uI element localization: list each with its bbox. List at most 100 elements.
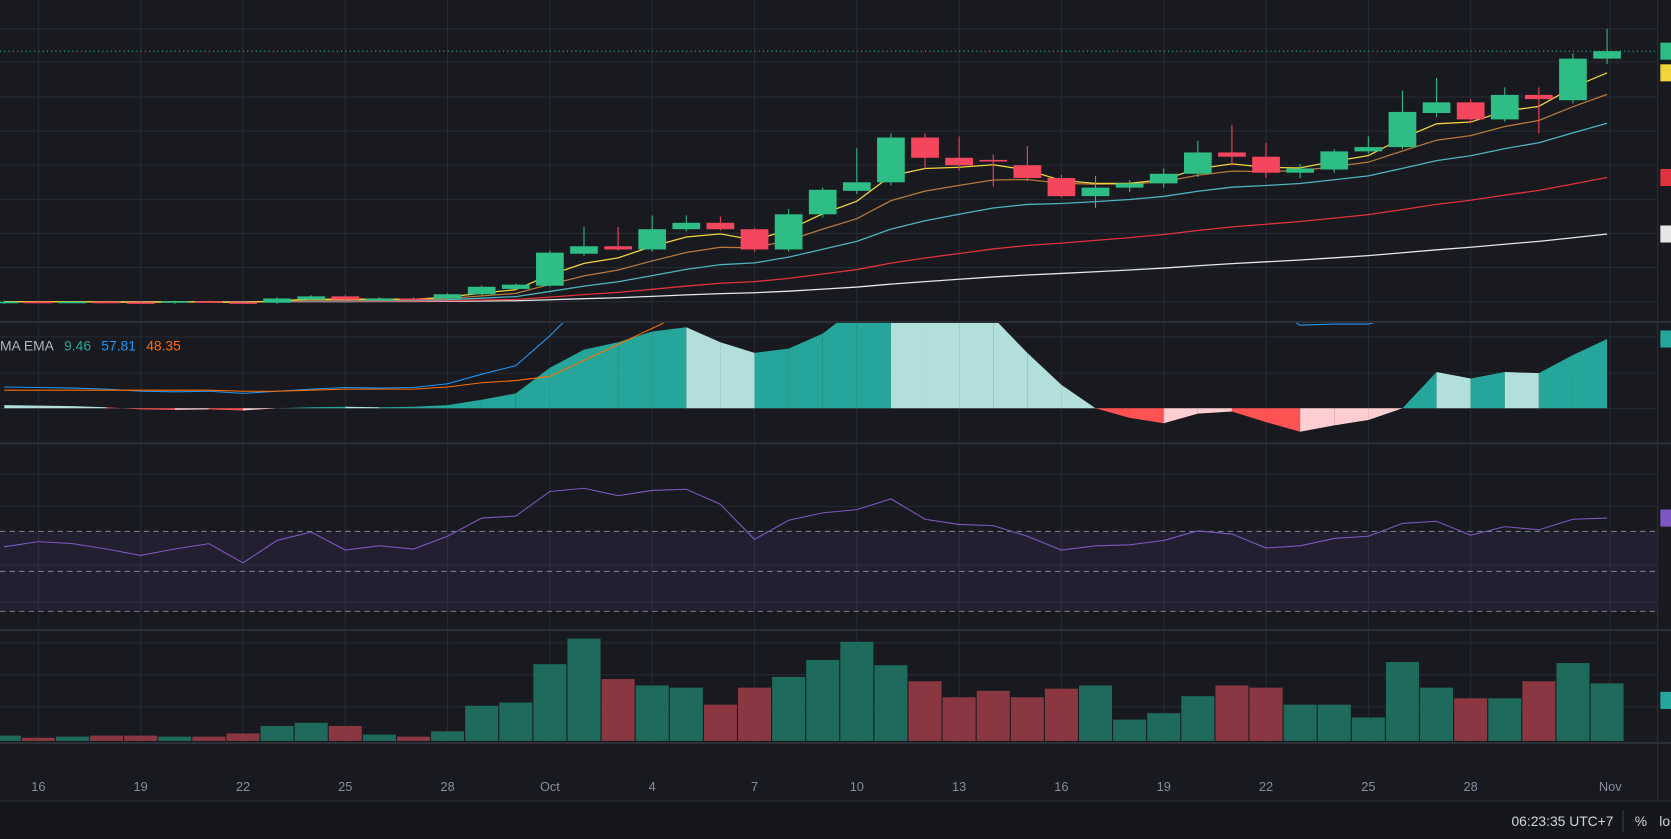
volume-bar[interactable] [635, 685, 669, 741]
volume-bar[interactable] [669, 687, 703, 741]
candle-up[interactable] [58, 301, 87, 304]
candle-up[interactable] [501, 284, 530, 289]
candle-down[interactable] [979, 159, 1008, 162]
volume-bar[interactable] [1044, 688, 1078, 741]
volume-bar[interactable] [806, 659, 840, 741]
candle-down[interactable] [229, 302, 257, 304]
candle-down[interactable] [92, 301, 121, 304]
volume-bar[interactable] [1556, 663, 1590, 741]
candle-up[interactable] [263, 298, 291, 303]
candle-down[interactable] [399, 298, 428, 301]
percent-toggle[interactable]: % [1635, 813, 1647, 829]
volume-bar[interactable] [1249, 687, 1283, 741]
candle-up[interactable] [0, 301, 19, 304]
candle-up[interactable] [774, 214, 803, 250]
volume-bar[interactable] [1147, 713, 1181, 741]
candle-down[interactable] [331, 296, 360, 300]
candle-down[interactable] [1525, 94, 1553, 100]
candle-up[interactable] [297, 296, 326, 300]
volume-bar[interactable] [942, 697, 976, 741]
volume-bar[interactable] [431, 731, 465, 741]
volume-bar[interactable] [1317, 704, 1351, 741]
volume-bar[interactable] [1215, 685, 1249, 741]
volume-bar[interactable] [1454, 698, 1488, 741]
candle-up[interactable] [1115, 183, 1144, 188]
candle-down[interactable] [126, 302, 155, 304]
volume-bar[interactable] [396, 736, 431, 741]
candle-up[interactable] [536, 252, 564, 286]
volume-bar[interactable] [1181, 696, 1215, 741]
candle-up[interactable] [365, 298, 394, 301]
candle-up[interactable] [808, 189, 837, 215]
candle-up[interactable] [877, 137, 905, 183]
candle-down[interactable] [911, 137, 939, 158]
volume-bar[interactable] [976, 690, 1010, 741]
rsi-pane[interactable] [0, 487, 1658, 612]
candle-up[interactable] [672, 222, 701, 230]
volume-bar[interactable] [1420, 687, 1454, 741]
time-axis[interactable]: 16 19 22 25 28 Oct 4 7 10 13 16 19 22 25 28 Nov [31, 779, 1622, 794]
candle-down[interactable] [1252, 156, 1280, 173]
right-price-axis[interactable] [1660, 42, 1671, 709]
volume-bar[interactable] [1283, 704, 1317, 741]
candle-up[interactable] [1490, 94, 1519, 120]
volume-bar[interactable] [908, 681, 942, 741]
volume-bar[interactable] [260, 725, 294, 741]
candle-up[interactable] [160, 301, 189, 303]
volume-bar[interactable] [226, 733, 260, 741]
candle-up[interactable] [638, 229, 667, 250]
candle-down[interactable] [195, 301, 223, 303]
clock-time[interactable]: 06:23:35 UTC+7 [1511, 813, 1613, 829]
volume-bar[interactable] [294, 722, 328, 741]
volume-bar[interactable] [1010, 697, 1044, 741]
candle-up[interactable] [1388, 111, 1417, 148]
volume-bar[interactable] [158, 736, 192, 741]
volume-bar[interactable] [499, 702, 533, 741]
volume-bar[interactable] [328, 725, 362, 741]
candle-up[interactable] [1354, 147, 1383, 152]
candle-up[interactable] [1559, 58, 1587, 101]
volume-bar[interactable] [192, 736, 226, 741]
log-toggle[interactable]: lo [1659, 813, 1670, 829]
volume-bar[interactable] [1385, 662, 1419, 741]
candle-up[interactable] [1081, 187, 1110, 197]
volume-bar[interactable] [362, 734, 396, 741]
volume-bar[interactable] [465, 705, 499, 741]
volume-bar[interactable] [1488, 698, 1522, 741]
candle-down[interactable] [604, 246, 632, 250]
candle-up[interactable] [570, 246, 598, 254]
volume-bar[interactable] [1113, 719, 1147, 741]
candle-up[interactable] [433, 294, 462, 299]
candle-down[interactable] [1456, 102, 1485, 120]
volume-bar[interactable] [0, 735, 21, 741]
volume-bar[interactable] [703, 704, 737, 741]
candle-up[interactable] [1320, 151, 1349, 170]
volume-bar[interactable] [737, 687, 772, 741]
candle-up[interactable] [1422, 102, 1451, 114]
volume-bar[interactable] [55, 736, 89, 741]
price-pane[interactable] [0, 28, 1658, 304]
candle-up[interactable] [1593, 51, 1621, 59]
candle-up[interactable] [1183, 152, 1212, 174]
volume-pane[interactable] [0, 638, 1624, 741]
candle-down[interactable] [945, 157, 973, 166]
candle-down[interactable] [706, 222, 735, 230]
volume-bar[interactable] [772, 676, 806, 741]
volume-bar[interactable] [1522, 681, 1556, 741]
volume-bar[interactable] [567, 638, 601, 741]
candle-down[interactable] [1218, 152, 1246, 157]
macd-pane[interactable] [4, 128, 1608, 432]
volume-bar[interactable] [1079, 685, 1113, 741]
candle-down[interactable] [740, 229, 769, 250]
volume-bar[interactable] [533, 664, 567, 741]
volume-bar[interactable] [124, 735, 158, 741]
candle-down[interactable] [1013, 165, 1042, 179]
volume-bar[interactable] [840, 641, 874, 741]
candle-up[interactable] [1149, 173, 1178, 184]
volume-bar[interactable] [874, 665, 908, 741]
candle-down[interactable] [1047, 178, 1076, 197]
volume-bar[interactable] [1590, 683, 1624, 741]
volume-bar[interactable] [601, 679, 635, 741]
candle-up[interactable] [842, 182, 871, 191]
